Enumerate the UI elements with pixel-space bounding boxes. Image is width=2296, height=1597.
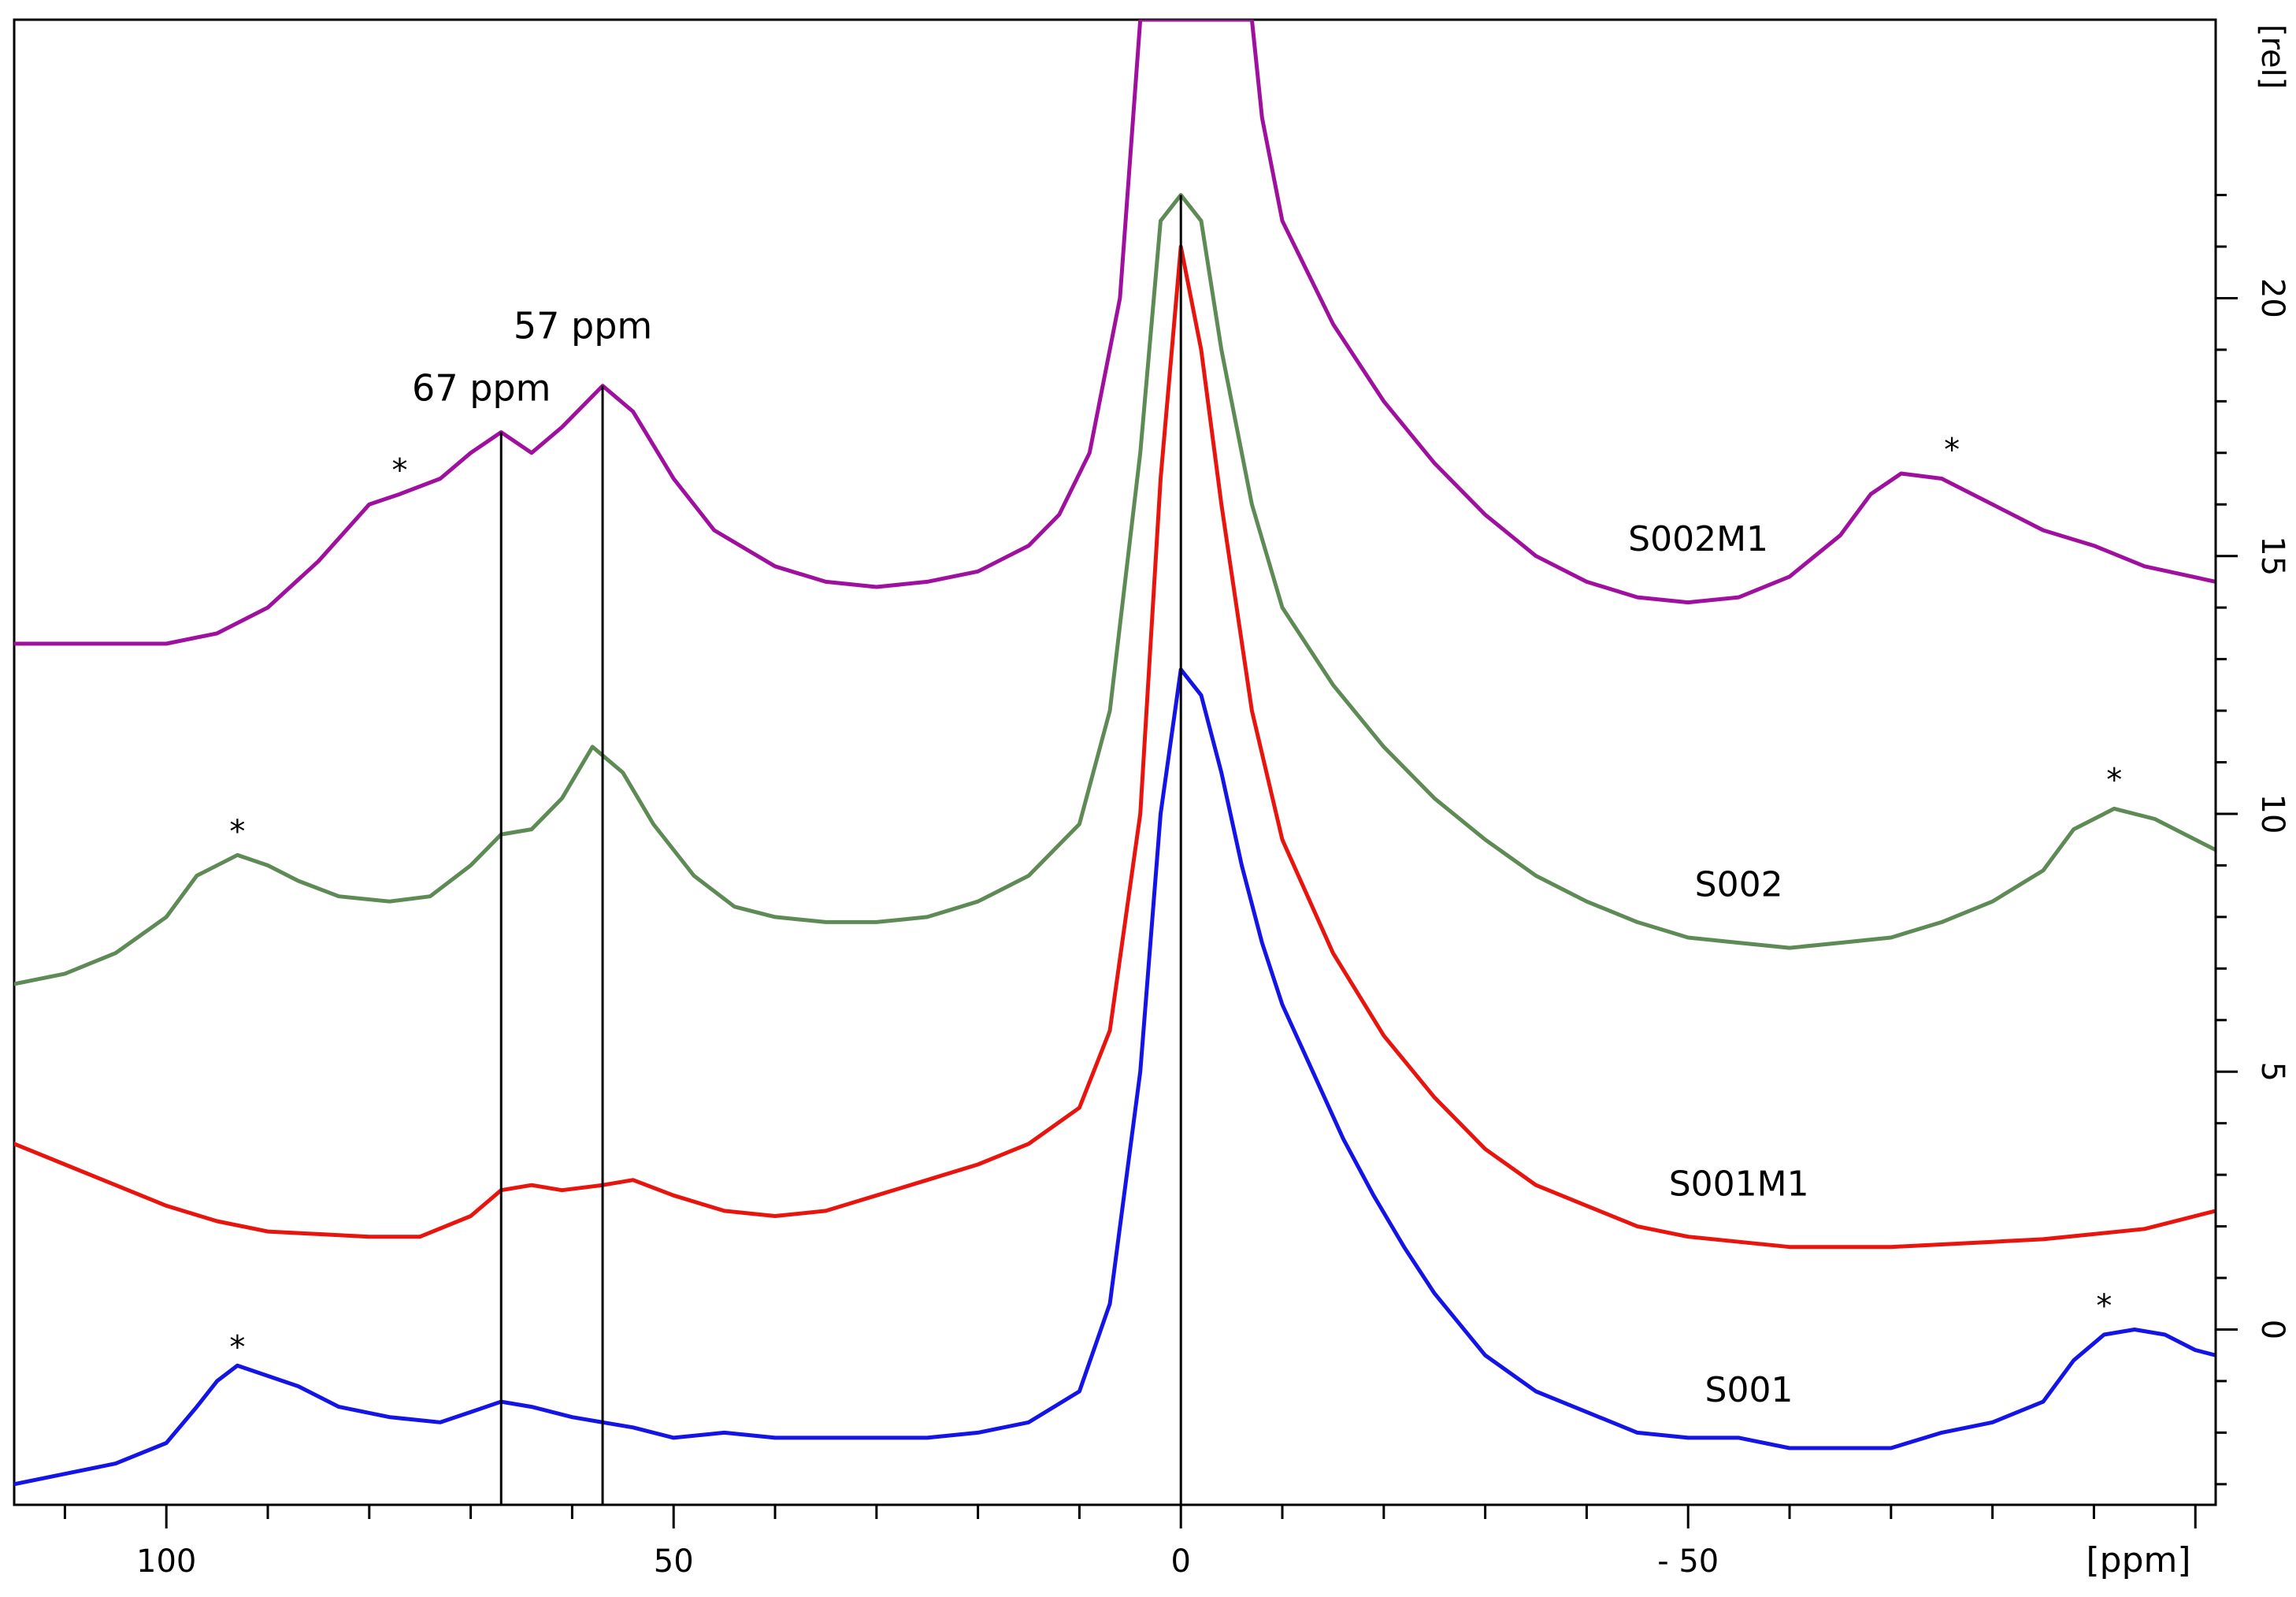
spinning-sideband-marker-7: * (1944, 432, 1960, 468)
series-line-s001m1 (14, 244, 2216, 1250)
y-tick-label-5: 5 (2254, 1061, 2290, 1081)
x-tick-label-50: - 50 (1657, 1543, 1719, 1580)
series-line-s001 (14, 667, 2216, 1487)
series-label-s002m1: S002M1 (1628, 519, 1768, 559)
y-tick-label-20: 20 (2254, 278, 2290, 318)
annotations: S002M1 S002 S001M1 S001 * * * * * * (229, 432, 2122, 1410)
spinning-sideband-marker-4: * (391, 453, 407, 489)
y-tick-label-15: 15 (2254, 536, 2290, 576)
x-axis-label: [ppm] (2086, 1540, 2190, 1580)
x-tick-label-100: 100 (136, 1543, 196, 1580)
x-tick-label-50: 50 (654, 1543, 694, 1580)
spinning-sideband-marker-8: * (2106, 762, 2122, 798)
y-axis-label: [rel] (2254, 24, 2290, 90)
x-axis: 100 50 0 - 50 (63, 1505, 2197, 1580)
marker-label-57-ppm: 57 ppm (514, 305, 652, 347)
y-tick-label-10: 10 (2254, 794, 2290, 834)
vertical-markers: 67 ppm 57 ppm (412, 195, 1182, 1505)
series-label-s001: S001 (1705, 1370, 1793, 1410)
spinning-sideband-marker-6: * (229, 1329, 245, 1365)
series-line-s002 (14, 193, 2216, 986)
spinning-sideband-marker-5: * (229, 814, 245, 850)
series-label-s001m1: S001M1 (1669, 1164, 1809, 1204)
x-tick-label-0: 0 (1170, 1543, 1190, 1580)
y-tick-label-0: 0 (2254, 1320, 2290, 1339)
y-axis: 0 5 10 15 20 (2214, 20, 2290, 1505)
plot-frame (13, 18, 2217, 1506)
spinning-sideband-marker-9: * (2096, 1288, 2112, 1324)
series-label-s002: S002 (1695, 865, 1783, 905)
marker-label-67-ppm: 67 ppm (412, 367, 551, 410)
series-line-s002m1 (14, 20, 2216, 646)
series-layer (14, 20, 2216, 1487)
